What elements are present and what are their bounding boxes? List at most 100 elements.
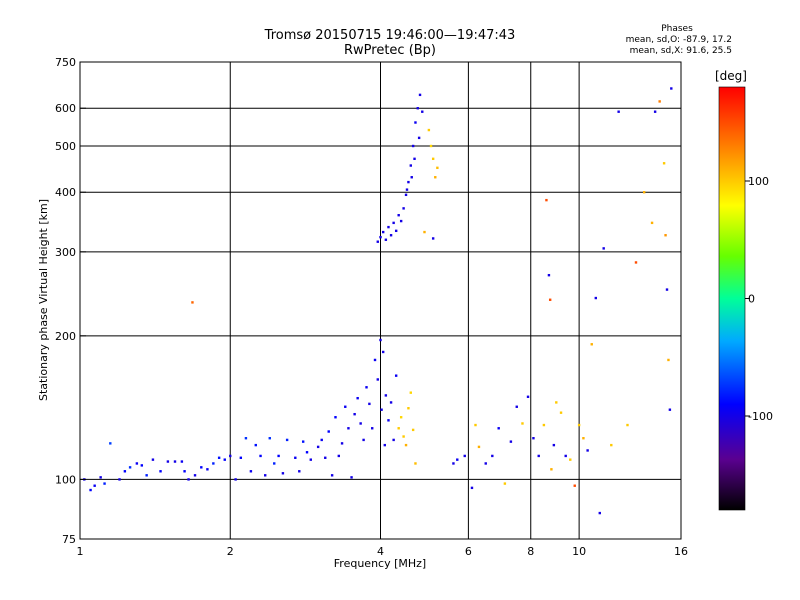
data-point xyxy=(362,438,365,442)
phase-summary-x-mode: mean, sd,X: 91.6, 25.5 xyxy=(629,46,732,56)
data-point xyxy=(392,438,395,442)
data-point xyxy=(135,462,139,465)
data-point xyxy=(503,482,507,485)
data-point xyxy=(180,460,184,463)
data-point xyxy=(193,474,197,477)
data-point xyxy=(381,230,385,234)
data-point xyxy=(384,238,388,241)
data-point xyxy=(547,273,551,277)
data-point xyxy=(268,437,271,440)
data-point xyxy=(93,484,96,487)
plot-frame xyxy=(79,61,682,540)
data-point xyxy=(407,407,410,410)
data-point xyxy=(264,474,267,477)
data-point xyxy=(477,445,481,449)
data-point xyxy=(484,462,487,465)
data-point xyxy=(392,221,395,225)
data-point xyxy=(277,454,280,458)
data-point xyxy=(123,470,127,473)
colorbar-tick-label: 0 xyxy=(748,293,755,306)
data-point xyxy=(387,419,390,422)
data-point xyxy=(330,474,334,477)
data-point xyxy=(407,180,410,184)
data-point xyxy=(552,443,556,447)
data-point xyxy=(118,478,121,481)
data-point xyxy=(586,449,589,452)
data-point xyxy=(402,207,405,210)
data-point xyxy=(548,298,552,301)
data-point xyxy=(414,462,417,465)
data-point xyxy=(405,188,409,191)
data-point xyxy=(128,466,132,469)
data-point xyxy=(653,110,657,113)
data-point xyxy=(404,193,408,197)
data-point xyxy=(602,247,605,250)
y-tick-label: 200 xyxy=(55,330,76,343)
data-point xyxy=(610,443,613,447)
data-point xyxy=(569,458,572,461)
data-point xyxy=(431,157,435,161)
data-point xyxy=(491,454,494,458)
colorbar-unit-label: [deg] xyxy=(715,69,747,83)
data-point xyxy=(394,374,398,377)
data-point xyxy=(573,484,576,487)
data-point xyxy=(417,136,421,140)
y-tick-label: 75 xyxy=(62,533,76,546)
data-point xyxy=(316,445,320,449)
x-tick-label: 16 xyxy=(674,545,688,558)
x-tick-label: 2 xyxy=(227,545,234,558)
data-point xyxy=(327,430,330,433)
data-point xyxy=(191,301,194,304)
data-point xyxy=(353,412,356,416)
data-point xyxy=(394,229,398,233)
data-point xyxy=(555,401,558,404)
data-point xyxy=(350,476,353,479)
data-point xyxy=(340,442,344,445)
data-point xyxy=(559,411,563,414)
data-point xyxy=(384,394,388,397)
data-point xyxy=(397,214,400,217)
data-point xyxy=(244,437,248,440)
data-point xyxy=(416,107,419,110)
data-point xyxy=(634,261,638,264)
data-points xyxy=(83,87,673,515)
data-point xyxy=(151,458,155,461)
colorbar-tick-label: -100 xyxy=(748,410,773,423)
y-tick-label: 100 xyxy=(55,473,76,486)
data-point xyxy=(542,423,546,427)
data-point xyxy=(427,128,431,132)
x-tick-label: 4 xyxy=(377,545,384,558)
y-tick-label: 600 xyxy=(55,102,76,115)
data-point xyxy=(598,511,601,515)
data-point xyxy=(550,468,553,471)
data-point xyxy=(456,458,459,461)
colorbar xyxy=(718,86,746,511)
data-point xyxy=(212,462,215,465)
data-point xyxy=(590,343,593,346)
data-point xyxy=(409,164,412,167)
data-point xyxy=(397,427,400,430)
data-point xyxy=(103,482,106,485)
data-point xyxy=(183,470,186,473)
data-point xyxy=(564,454,567,458)
data-point xyxy=(187,478,190,481)
x-tick-label: 6 xyxy=(465,545,472,558)
data-point xyxy=(309,458,312,461)
data-point xyxy=(298,470,301,473)
data-point xyxy=(509,440,513,443)
data-point xyxy=(301,440,305,443)
data-point xyxy=(582,437,585,440)
data-point xyxy=(399,219,403,223)
data-point xyxy=(497,427,500,430)
data-point xyxy=(371,427,374,430)
data-point xyxy=(411,144,415,148)
data-point xyxy=(537,454,540,458)
data-point xyxy=(140,464,144,467)
data-point xyxy=(532,437,535,440)
y-axis-ticks: 75 100 200 300 400 500 600 750 xyxy=(55,56,86,546)
data-point xyxy=(411,428,415,432)
data-point xyxy=(431,237,435,240)
data-point xyxy=(373,358,377,362)
data-point xyxy=(320,438,323,442)
